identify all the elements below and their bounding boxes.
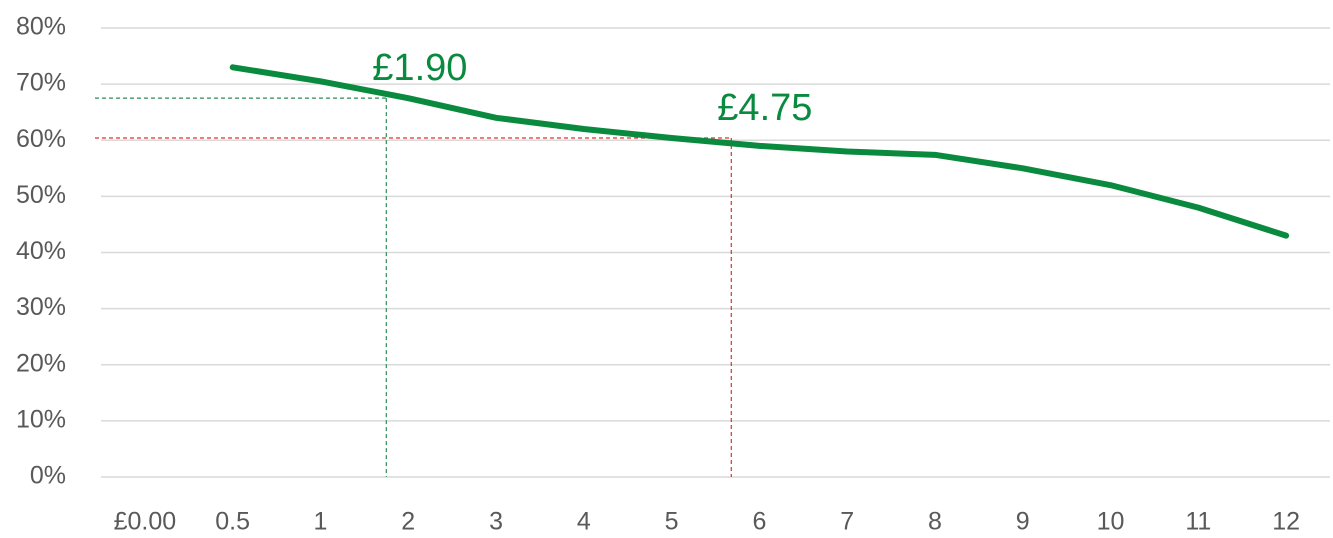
x-tick-label: 6: [752, 508, 766, 536]
x-tick-label: 11: [1185, 508, 1211, 536]
y-tick-label: 30%: [16, 293, 66, 321]
x-tick-label: £0.00: [114, 508, 177, 536]
y-tick-label: 40%: [16, 237, 66, 265]
x-tick-label: 7: [840, 508, 854, 536]
x-tick-label: 0.5: [215, 508, 250, 536]
y-tick-label: 80%: [16, 13, 66, 41]
y-tick-label: 20%: [16, 349, 66, 377]
x-tick-label: 10: [1097, 508, 1125, 536]
x-tick-label: 9: [1016, 508, 1030, 536]
x-tick-label: 8: [928, 508, 942, 536]
x-tick-label: 3: [489, 508, 503, 536]
x-tick-label: 2: [401, 508, 415, 536]
y-tick-label: 10%: [16, 405, 66, 433]
x-tick-label: 4: [577, 508, 591, 536]
x-tick-label: 12: [1272, 508, 1300, 536]
x-tick-label: 1: [314, 508, 328, 536]
y-tick-label: 0%: [30, 462, 66, 490]
y-tick-label: 60%: [16, 125, 66, 153]
line: [229, 64, 1290, 239]
x-tick-label: 5: [665, 508, 679, 536]
y-tick-label: 70%: [16, 69, 66, 97]
annotation-label: £4.75: [717, 87, 812, 129]
annotation-label: £1.90: [372, 47, 467, 89]
y-tick-label: 50%: [16, 181, 66, 209]
